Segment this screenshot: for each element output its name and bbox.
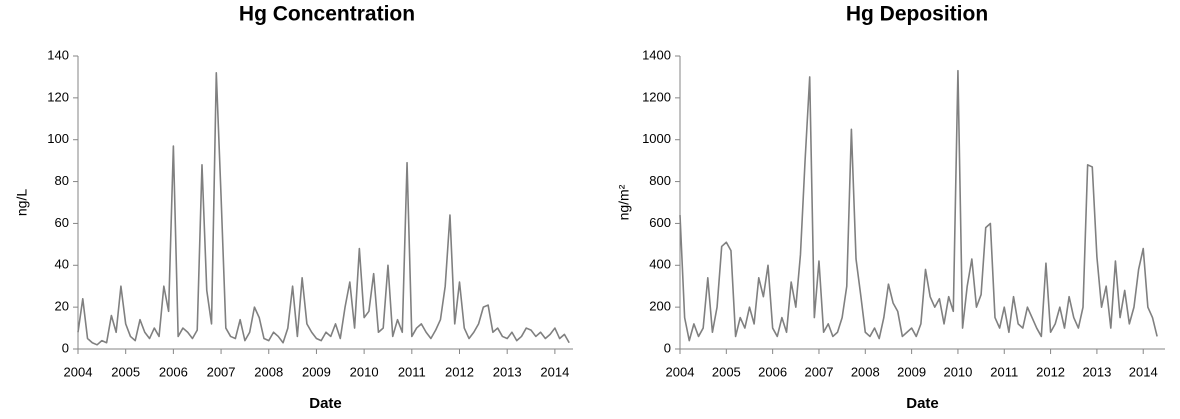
x-tick-label: 2014 [1129, 364, 1158, 379]
x-tick-label: 2014 [540, 364, 569, 379]
y-tick-label: 100 [47, 131, 69, 146]
x-tick-label: 2010 [943, 364, 972, 379]
x-axis-title: Date [906, 395, 939, 412]
chart-title: Hg Deposition [846, 3, 988, 26]
data-line [77, 71, 570, 346]
x-tick-label: 2008 [851, 364, 880, 379]
y-tick-label: 1000 [642, 131, 671, 146]
x-tick-label: 2011 [990, 364, 1018, 379]
x-tick-label: 2004 [64, 364, 93, 379]
y-tick-label: 20 [55, 299, 69, 314]
y-axis-title: ng/L [14, 189, 30, 216]
x-tick-label: 2011 [398, 364, 426, 379]
x-tick-label: 2005 [111, 364, 140, 379]
x-tick-label: 2007 [805, 364, 834, 379]
y-tick-label: 140 [47, 47, 69, 62]
y-tick-label: 60 [55, 215, 69, 230]
chart-title: Hg Concentration [239, 3, 415, 26]
x-axis-title: Date [309, 395, 342, 412]
y-tick-label: 600 [649, 215, 671, 230]
x-tick-label: 2006 [159, 364, 188, 379]
x-tick-label: 2013 [1082, 364, 1111, 379]
x-tick-label: 2004 [666, 364, 695, 379]
y-tick-label: 0 [62, 340, 69, 355]
x-tick-label: 2005 [712, 364, 741, 379]
y-tick-label: 800 [649, 173, 671, 188]
x-tick-label: 2006 [758, 364, 787, 379]
y-tick-label: 200 [649, 299, 671, 314]
y-tick-label: 400 [649, 257, 671, 272]
y-tick-label: 40 [55, 257, 69, 272]
y-axis-title: ng/m² [616, 184, 632, 220]
x-tick-label: 2010 [350, 364, 379, 379]
x-tick-label: 2013 [493, 364, 522, 379]
x-tick-label: 2009 [302, 364, 331, 379]
y-tick-label: 1400 [642, 47, 671, 62]
y-tick-label: 80 [55, 173, 69, 188]
x-tick-label: 2012 [1036, 364, 1065, 379]
x-tick-label: 2008 [254, 364, 283, 379]
y-tick-label: 120 [47, 89, 69, 104]
y-tick-label: 1200 [642, 89, 671, 104]
x-tick-label: 2007 [207, 364, 236, 379]
x-tick-label: 2009 [897, 364, 926, 379]
y-tick-label: 0 [664, 340, 671, 355]
data-line [679, 69, 1158, 342]
x-tick-label: 2012 [445, 364, 474, 379]
